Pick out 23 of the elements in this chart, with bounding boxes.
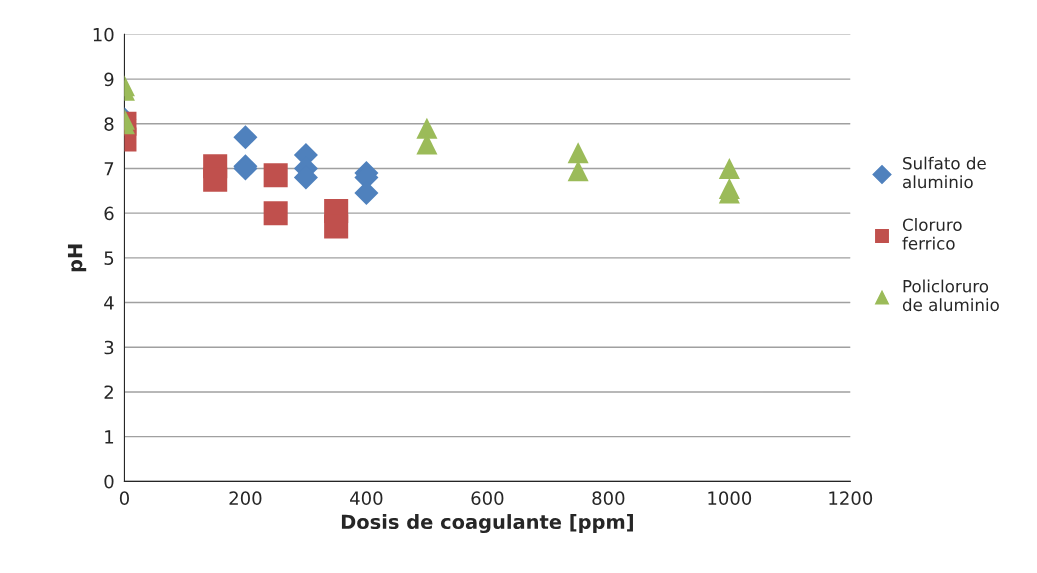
y-tick-label: 4 — [104, 296, 114, 310]
y-tick-label: 1 — [105, 430, 114, 444]
y-tick-label: 3 — [104, 340, 114, 355]
y-tick-label: 8 — [104, 117, 114, 131]
y-axis-title: pH — [67, 244, 87, 272]
legend-label: Policloruro de aluminio — [902, 279, 999, 312]
x-tick-label: 400 — [350, 491, 383, 506]
x-tick-label: 0 — [119, 491, 129, 506]
x-tick-label: 800 — [592, 491, 625, 506]
y-tick-label: 5 — [104, 251, 114, 265]
x-tick-label: 1200 — [829, 491, 873, 506]
y-tick-label: 10 — [93, 27, 114, 42]
x-axis-title: Dosis de coagulante [ppm] — [341, 514, 633, 534]
x-tick-label: 600 — [471, 491, 504, 506]
legend-label: Cloruro ferrico — [902, 218, 962, 250]
x-tick-label: 200 — [229, 491, 262, 506]
y-tick-label: 7 — [104, 162, 114, 176]
y-tick-label: 0 — [104, 474, 114, 489]
y-tick-label: 2 — [104, 385, 113, 399]
x-tick-label: 1000 — [708, 491, 752, 506]
y-tick-label: 6 — [104, 206, 114, 221]
legend-label: Sulfato de aluminio — [903, 156, 986, 189]
y-tick-label: 9 — [104, 72, 114, 87]
